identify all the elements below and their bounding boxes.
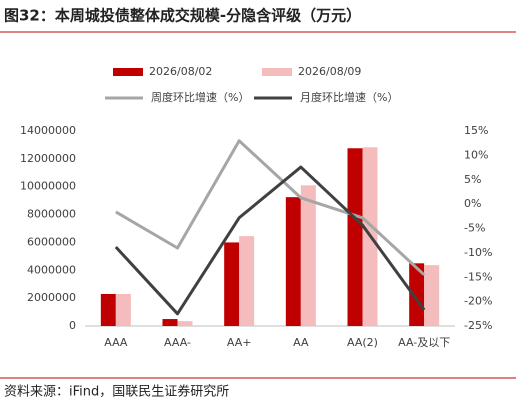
- y-tick-label: 0: [69, 319, 76, 332]
- y-tick-label: 12000000: [20, 152, 76, 165]
- bar: [162, 319, 178, 326]
- y2-tick-label: -15%: [464, 270, 492, 283]
- bar: [115, 293, 131, 326]
- bar: [424, 265, 440, 326]
- y2-tick-label: 5%: [464, 173, 481, 186]
- y2-tick-label: -5%: [464, 222, 485, 235]
- y-tick-label: 8000000: [27, 208, 76, 221]
- x-tick-label: AA-及以下: [398, 336, 450, 349]
- line: [114, 165, 426, 316]
- y-tick-label: 6000000: [27, 235, 76, 248]
- line: [115, 139, 426, 276]
- x-tick-label: AA: [293, 336, 309, 349]
- bar: [177, 321, 193, 326]
- y2-tick-label: -10%: [464, 246, 492, 259]
- y2-tick-label: 0%: [464, 197, 481, 210]
- bar: [300, 185, 316, 326]
- y-tick-label: 14000000: [20, 124, 76, 137]
- y-tick-label: 10000000: [20, 180, 76, 193]
- source: 资料来源：iFind，国联民生证券研究所: [4, 384, 229, 400]
- y2-tick-label: 10%: [464, 148, 488, 161]
- y2-tick-label: 15%: [464, 124, 488, 137]
- legend-label: 月度环比增速（%）: [300, 90, 398, 104]
- y-tick-label: 4000000: [27, 263, 76, 276]
- y2-tick-label: -25%: [464, 319, 492, 332]
- x-tick-label: AA+: [227, 336, 252, 349]
- bar: [409, 263, 425, 326]
- x-tick-label: AA(2): [347, 336, 378, 349]
- legend-swatch: [113, 68, 143, 76]
- bar: [285, 197, 301, 326]
- legend-label: 2026/08/02: [149, 65, 212, 78]
- chart-title: 图32：本周城投债整体成交规模-分隐含评级（万元）: [4, 7, 361, 25]
- legend-label: 周度环比增速（%）: [151, 90, 249, 104]
- x-tick-label: AAA-: [164, 336, 191, 349]
- x-tick-label: AAA: [104, 336, 128, 349]
- bar: [347, 148, 363, 326]
- legend-swatch: [262, 68, 292, 76]
- legend-label: 2026/08/09: [298, 65, 361, 78]
- bar: [224, 242, 240, 326]
- bar: [239, 236, 255, 326]
- bar: [100, 293, 116, 326]
- y-tick-label: 2000000: [27, 291, 76, 304]
- y2-tick-label: -20%: [464, 295, 492, 308]
